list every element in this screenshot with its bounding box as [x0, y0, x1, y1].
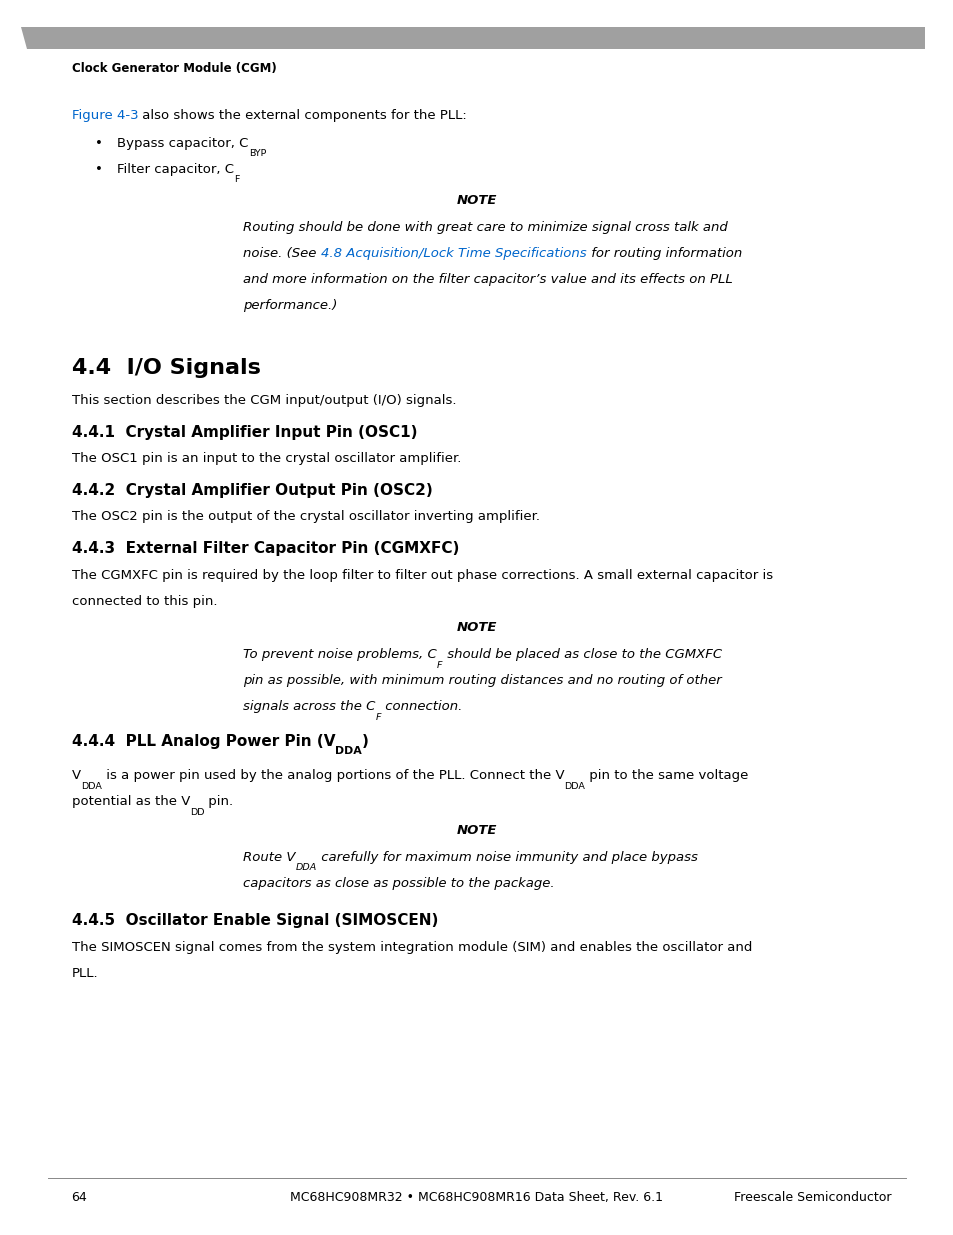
- Text: 4.4.3  External Filter Capacitor Pin (CGMXFC): 4.4.3 External Filter Capacitor Pin (CGM…: [71, 541, 458, 556]
- Text: NOTE: NOTE: [456, 824, 497, 837]
- Text: 4.4  I/O Signals: 4.4 I/O Signals: [71, 358, 260, 378]
- Text: ): ): [361, 734, 368, 748]
- Text: and more information on the filter capacitor’s value and its effects on PLL: and more information on the filter capac…: [243, 273, 732, 287]
- Text: 4.4.5  Oscillator Enable Signal (SIMOSCEN): 4.4.5 Oscillator Enable Signal (SIMOSCEN…: [71, 913, 437, 927]
- Text: pin.: pin.: [204, 795, 233, 809]
- Text: 4.8 Acquisition/Lock Time Specifications: 4.8 Acquisition/Lock Time Specifications: [320, 247, 586, 261]
- Text: MC68HC908MR32 • MC68HC908MR16 Data Sheet, Rev. 6.1: MC68HC908MR32 • MC68HC908MR16 Data Sheet…: [291, 1191, 662, 1204]
- Text: noise. (See: noise. (See: [243, 247, 320, 261]
- Text: The SIMOSCEN signal comes from the system integration module (SIM) and enables t: The SIMOSCEN signal comes from the syste…: [71, 941, 751, 955]
- Text: 4.4.4  PLL Analog Power Pin (V: 4.4.4 PLL Analog Power Pin (V: [71, 734, 335, 748]
- Text: NOTE: NOTE: [456, 621, 497, 635]
- Text: potential as the V: potential as the V: [71, 795, 190, 809]
- Text: DDA: DDA: [295, 863, 316, 872]
- Text: This section describes the CGM input/output (I/O) signals.: This section describes the CGM input/out…: [71, 394, 456, 408]
- Text: Route V: Route V: [243, 851, 295, 864]
- Text: DDA: DDA: [563, 782, 584, 790]
- Text: should be placed as close to the CGMXFC: should be placed as close to the CGMXFC: [442, 648, 720, 662]
- Text: 64: 64: [71, 1191, 88, 1204]
- Text: 4.4.1  Crystal Amplifier Input Pin (OSC1): 4.4.1 Crystal Amplifier Input Pin (OSC1): [71, 425, 416, 440]
- Text: DDA: DDA: [335, 746, 361, 756]
- Text: performance.): performance.): [243, 299, 337, 312]
- Text: Routing should be done with great care to minimize signal cross talk and: Routing should be done with great care t…: [243, 221, 727, 235]
- Text: F: F: [375, 713, 381, 721]
- Text: is a power pin used by the analog portions of the PLL. Connect the V: is a power pin used by the analog portio…: [101, 769, 563, 783]
- Polygon shape: [21, 27, 924, 49]
- Text: PLL.: PLL.: [71, 967, 98, 981]
- Text: Filter capacitor, C: Filter capacitor, C: [117, 163, 234, 177]
- Text: The CGMXFC pin is required by the loop filter to filter out phase corrections. A: The CGMXFC pin is required by the loop f…: [71, 569, 772, 583]
- Text: To prevent noise problems, C: To prevent noise problems, C: [243, 648, 436, 662]
- Text: capacitors as close as possible to the package.: capacitors as close as possible to the p…: [243, 877, 555, 890]
- Text: also shows the external components for the PLL:: also shows the external components for t…: [138, 109, 466, 122]
- Text: pin to the same voltage: pin to the same voltage: [584, 769, 748, 783]
- Text: The OSC2 pin is the output of the crystal oscillator inverting amplifier.: The OSC2 pin is the output of the crysta…: [71, 510, 539, 524]
- Text: DDA: DDA: [81, 782, 101, 790]
- Text: for routing information: for routing information: [586, 247, 741, 261]
- Text: •: •: [95, 137, 103, 151]
- Text: •: •: [95, 163, 103, 177]
- Text: V: V: [71, 769, 81, 783]
- Text: Clock Generator Module (CGM): Clock Generator Module (CGM): [71, 62, 276, 75]
- Text: BYP: BYP: [249, 149, 266, 158]
- Text: signals across the C: signals across the C: [243, 700, 375, 714]
- Text: DD: DD: [190, 808, 204, 816]
- Text: Bypass capacitor, C: Bypass capacitor, C: [117, 137, 249, 151]
- Text: NOTE: NOTE: [456, 194, 497, 207]
- Text: 4.4.2  Crystal Amplifier Output Pin (OSC2): 4.4.2 Crystal Amplifier Output Pin (OSC2…: [71, 483, 432, 498]
- Text: F: F: [234, 175, 239, 184]
- Text: Freescale Semiconductor: Freescale Semiconductor: [734, 1191, 891, 1204]
- Text: F: F: [436, 661, 442, 669]
- Text: connected to this pin.: connected to this pin.: [71, 595, 217, 609]
- Text: pin as possible, with minimum routing distances and no routing of other: pin as possible, with minimum routing di…: [243, 674, 721, 688]
- Text: carefully for maximum noise immunity and place bypass: carefully for maximum noise immunity and…: [316, 851, 698, 864]
- Text: The OSC1 pin is an input to the crystal oscillator amplifier.: The OSC1 pin is an input to the crystal …: [71, 452, 460, 466]
- Text: Figure 4-3: Figure 4-3: [71, 109, 138, 122]
- Text: connection.: connection.: [381, 700, 462, 714]
